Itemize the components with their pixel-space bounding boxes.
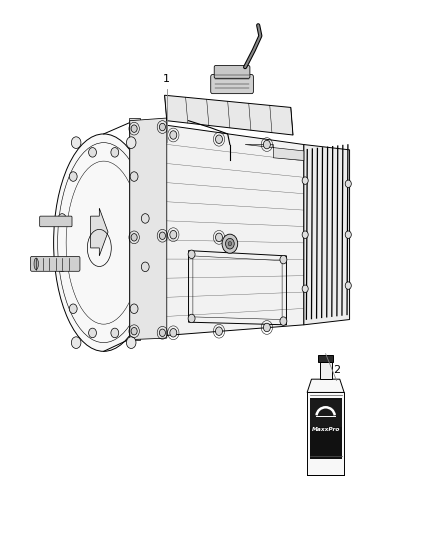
Circle shape xyxy=(130,172,138,181)
Circle shape xyxy=(345,282,351,289)
FancyBboxPatch shape xyxy=(31,256,80,271)
Circle shape xyxy=(215,135,223,143)
Polygon shape xyxy=(132,120,304,338)
Circle shape xyxy=(170,131,177,139)
Circle shape xyxy=(131,125,137,132)
Polygon shape xyxy=(245,144,304,160)
Ellipse shape xyxy=(53,134,154,351)
FancyBboxPatch shape xyxy=(211,75,253,94)
Circle shape xyxy=(127,337,136,349)
Circle shape xyxy=(71,137,81,149)
Polygon shape xyxy=(307,379,344,392)
Circle shape xyxy=(228,241,232,246)
Polygon shape xyxy=(307,392,344,474)
Circle shape xyxy=(69,172,77,181)
Circle shape xyxy=(141,214,149,223)
Circle shape xyxy=(302,231,308,238)
Circle shape xyxy=(215,327,223,335)
Circle shape xyxy=(188,250,195,259)
FancyBboxPatch shape xyxy=(40,216,72,227)
Circle shape xyxy=(222,234,238,253)
Circle shape xyxy=(302,285,308,293)
Circle shape xyxy=(111,148,119,157)
Circle shape xyxy=(159,329,166,336)
Circle shape xyxy=(188,314,195,322)
Polygon shape xyxy=(91,208,108,256)
Polygon shape xyxy=(304,144,350,325)
Text: MaxxPro: MaxxPro xyxy=(311,427,340,432)
Circle shape xyxy=(131,233,137,241)
FancyBboxPatch shape xyxy=(214,66,250,78)
Circle shape xyxy=(302,177,308,184)
Circle shape xyxy=(159,123,166,131)
Bar xyxy=(310,400,342,427)
Circle shape xyxy=(215,233,223,241)
Bar xyxy=(320,362,332,379)
Text: 1: 1 xyxy=(163,74,170,84)
Bar xyxy=(318,355,333,362)
Circle shape xyxy=(58,214,66,223)
Polygon shape xyxy=(165,95,293,135)
Circle shape xyxy=(159,232,166,239)
Circle shape xyxy=(127,137,136,149)
Text: 2: 2 xyxy=(333,365,340,375)
Bar xyxy=(310,398,342,459)
Circle shape xyxy=(130,304,138,313)
Circle shape xyxy=(141,262,149,272)
Circle shape xyxy=(345,231,351,238)
FancyBboxPatch shape xyxy=(129,118,140,340)
Circle shape xyxy=(69,304,77,313)
Circle shape xyxy=(170,230,177,239)
Circle shape xyxy=(263,140,270,149)
Circle shape xyxy=(226,238,234,249)
Ellipse shape xyxy=(34,258,39,270)
Circle shape xyxy=(58,262,66,272)
Circle shape xyxy=(71,337,81,349)
Circle shape xyxy=(263,323,270,332)
Circle shape xyxy=(345,180,351,188)
Circle shape xyxy=(170,328,177,337)
Circle shape xyxy=(88,328,96,338)
Polygon shape xyxy=(130,118,167,340)
Circle shape xyxy=(131,327,137,335)
Circle shape xyxy=(111,328,119,338)
Circle shape xyxy=(88,148,96,157)
Circle shape xyxy=(280,255,287,264)
Circle shape xyxy=(280,317,287,325)
